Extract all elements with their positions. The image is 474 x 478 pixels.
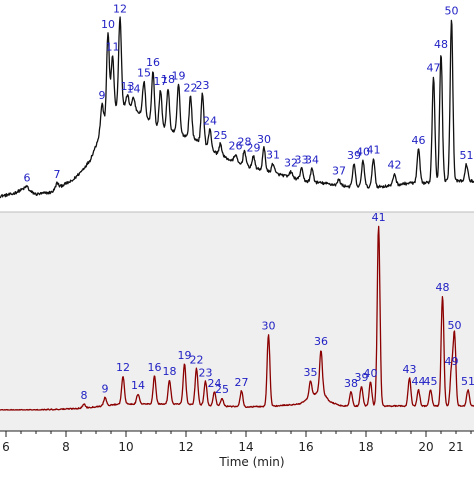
peak-label: 25 (215, 383, 229, 396)
peak-label: 48 (436, 281, 450, 294)
peak-label: 14 (127, 82, 141, 95)
peak-label: 51 (461, 375, 474, 388)
x-tick-label: 12 (178, 440, 193, 454)
bottom-panel-background (0, 212, 474, 431)
peak-label: 9 (99, 89, 106, 102)
x-axis: 6 8 10 12 14 16 18 20 21 (0, 431, 474, 454)
peak-label: 42 (388, 159, 402, 172)
peak-label: 7 (54, 168, 61, 181)
x-tick-label: 21 (448, 440, 463, 454)
peak-label: 11 (106, 40, 120, 53)
peak-label: 27 (235, 376, 249, 389)
x-tick-label: 8 (62, 440, 70, 454)
peak-label: 8 (81, 389, 88, 402)
peak-label: 9 (102, 383, 109, 396)
peak-label: 31 (266, 148, 280, 161)
x-tick-label: 18 (358, 440, 373, 454)
peak-label: 16 (148, 361, 162, 374)
peak-label: 48 (434, 38, 448, 51)
x-tick-label: 10 (118, 440, 133, 454)
peak-label: 41 (367, 144, 381, 157)
peak-label: 36 (314, 335, 328, 348)
peak-label: 24 (203, 115, 217, 128)
peak-label: 51 (460, 149, 474, 162)
peak-label: 16 (146, 56, 160, 69)
peak-label: 47 (427, 62, 441, 75)
peak-label: 18 (163, 365, 177, 378)
peak-label: 30 (257, 133, 271, 146)
peak-label: 37 (332, 165, 346, 178)
peak-label: 34 (305, 154, 319, 167)
peak-label: 30 (262, 319, 276, 332)
top-trace-line (0, 17, 474, 198)
peak-label: 12 (116, 361, 130, 374)
x-tick-label: 6 (2, 440, 10, 454)
peak-label: 12 (113, 3, 127, 16)
peak-label: 41 (372, 211, 386, 224)
peak-label: 49 (445, 355, 459, 368)
peak-label: 25 (214, 129, 228, 142)
x-tick-label: 20 (418, 440, 433, 454)
peak-label: 23 (196, 79, 210, 92)
peak-label: 10 (101, 18, 115, 31)
peak-label: 22 (190, 354, 204, 367)
peak-label: 35 (304, 366, 318, 379)
peak-label: 50 (448, 319, 462, 332)
peak-label: 45 (424, 375, 438, 388)
peak-label: 46 (412, 134, 426, 147)
peak-label: 50 (445, 4, 459, 17)
x-axis-label: Time (min) (218, 455, 284, 469)
x-tick-label: 16 (298, 440, 313, 454)
peak-label: 14 (131, 379, 145, 392)
peak-label: 6 (24, 171, 31, 184)
peak-label: 40 (364, 367, 378, 380)
x-tick-label: 14 (238, 440, 253, 454)
